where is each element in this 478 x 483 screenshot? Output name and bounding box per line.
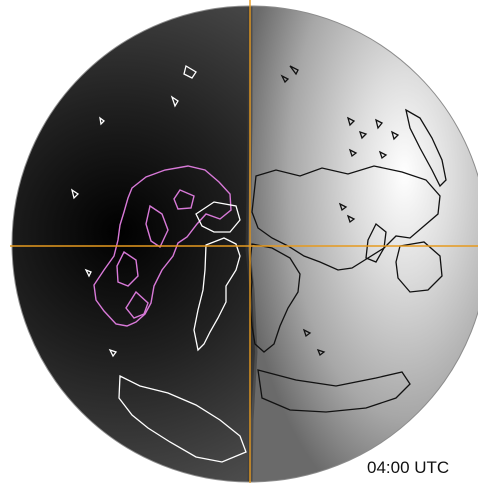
- day-hemisphere: [248, 6, 478, 482]
- utc-time-label: 04:00 UTC: [367, 458, 450, 477]
- crosshair-icon: [10, 0, 478, 483]
- americas-coastline: [93, 165, 232, 327]
- night-coastlines: [70, 64, 247, 463]
